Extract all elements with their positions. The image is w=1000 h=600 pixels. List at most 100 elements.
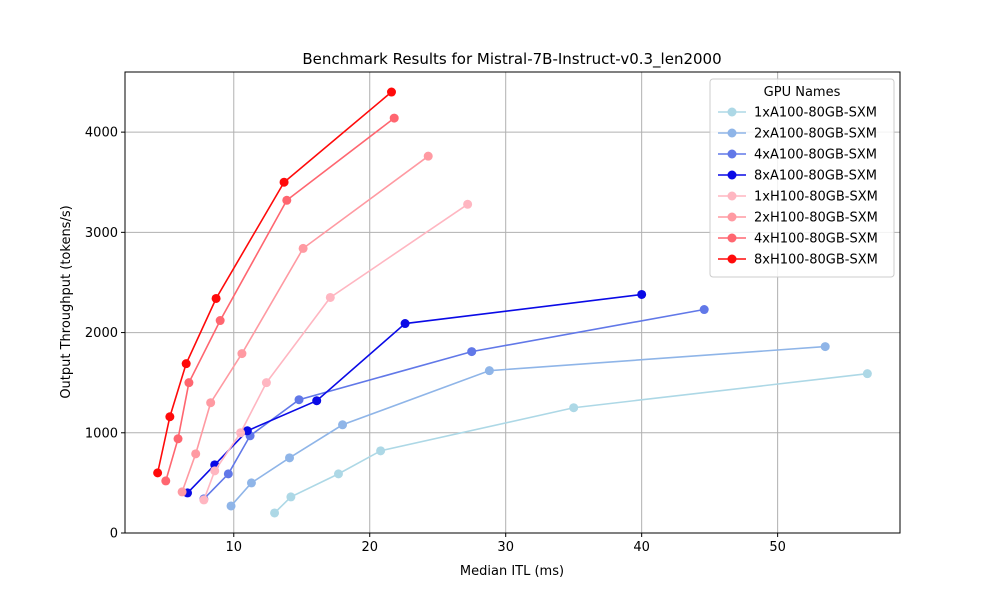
data-point [282, 195, 292, 205]
series-4xH100-80GB-SXM [161, 113, 399, 486]
data-point [333, 469, 343, 479]
data-point [161, 476, 171, 486]
data-point [294, 395, 304, 405]
data-point [862, 369, 872, 379]
y-tick-label: 3000 [85, 226, 118, 241]
legend-item: 4xH100-80GB-SXM [718, 232, 878, 247]
data-point [181, 359, 191, 369]
series-layer [153, 87, 872, 518]
legend-swatch-marker [727, 128, 737, 138]
data-point [165, 412, 175, 422]
data-point [226, 501, 236, 511]
legend-swatch-marker [727, 233, 737, 243]
series-line [230, 345, 826, 507]
data-point [312, 396, 322, 406]
data-point [400, 319, 410, 329]
data-point [215, 316, 225, 326]
data-point [376, 446, 386, 456]
data-point [389, 113, 399, 123]
data-point [191, 449, 201, 459]
chart-title: Benchmark Results for Mistral-7B-Instruc… [302, 50, 721, 69]
series-line [156, 91, 393, 474]
series-line [203, 308, 705, 500]
series-1xA100-80GB-SXM [270, 369, 872, 518]
series-8xH100-80GB-SXM [153, 87, 396, 478]
data-point [285, 453, 295, 463]
data-point [211, 293, 221, 303]
legend-label: 8xA100-80GB-SXM [754, 169, 877, 184]
data-point [261, 378, 271, 388]
series-2xA100-80GB-SXM [226, 342, 830, 511]
data-point [463, 199, 473, 209]
legend-swatch-marker [727, 107, 737, 117]
legend-label: 4xH100-80GB-SXM [754, 232, 878, 247]
legend-label: 8xH100-80GB-SXM [754, 253, 878, 268]
legend-swatch-marker [727, 212, 737, 222]
data-point [484, 366, 494, 376]
data-point [246, 478, 256, 488]
data-point [325, 292, 335, 302]
legend-item: 1xH100-80GB-SXM [718, 190, 878, 205]
legend-swatch-marker [727, 170, 737, 180]
data-point [184, 378, 194, 388]
data-point [279, 177, 289, 187]
series-1xH100-80GB-SXM [199, 199, 473, 505]
plot-frame [124, 71, 901, 534]
data-point [423, 151, 433, 161]
data-point [298, 243, 308, 253]
data-point [153, 468, 163, 478]
data-point [637, 289, 647, 299]
x-axis-label: Median ITL (ms) [460, 564, 564, 579]
data-point [270, 508, 280, 518]
y-tick-label: 1000 [85, 426, 118, 441]
data-point [286, 492, 296, 502]
legend-item: 8xH100-80GB-SXM [718, 253, 878, 268]
legend-label: 1xA100-80GB-SXM [754, 106, 877, 121]
data-point [237, 349, 247, 359]
legend-label: 1xH100-80GB-SXM [754, 190, 878, 205]
legend-label: 2xH100-80GB-SXM [754, 211, 878, 226]
legend-title: GPU Names [764, 85, 841, 100]
legend-swatch-marker [727, 254, 737, 264]
legend-label: 4xA100-80GB-SXM [754, 148, 877, 163]
legend-item: 1xA100-80GB-SXM [718, 106, 877, 121]
data-point [199, 495, 209, 505]
series-line [203, 203, 469, 501]
data-point [467, 347, 477, 357]
x-tick-label: 40 [633, 540, 650, 555]
legend-item: 2xH100-80GB-SXM [718, 211, 878, 226]
series-line [186, 293, 642, 494]
x-tick-label: 30 [497, 540, 514, 555]
series-line [181, 155, 429, 493]
data-point [177, 487, 187, 497]
x-tick-label: 50 [769, 540, 786, 555]
data-point [386, 87, 396, 97]
series-2xH100-80GB-SXM [177, 151, 433, 497]
data-point [338, 420, 348, 430]
y-axis-label: Output Throughput (tokens/s) [59, 205, 74, 398]
x-tick-label: 10 [225, 540, 242, 555]
legend-frame [709, 78, 895, 278]
ticks: 10 20 30 40 50 0 1000 2000 3000 4000 [85, 126, 786, 555]
data-point [569, 403, 579, 413]
legend-item: 8xA100-80GB-SXM [718, 169, 877, 184]
legend-item: 2xA100-80GB-SXM [718, 127, 877, 142]
data-point [223, 469, 233, 479]
data-point [210, 466, 220, 476]
legend-swatch-marker [727, 149, 737, 159]
data-point [699, 305, 709, 315]
data-point [236, 428, 246, 438]
x-tick-label: 20 [361, 540, 378, 555]
legend-swatch-marker [727, 191, 737, 201]
series-line [165, 117, 395, 482]
data-point [820, 342, 830, 352]
y-tick-label: 2000 [85, 326, 118, 341]
data-point [206, 398, 216, 408]
y-tick-label: 4000 [85, 126, 118, 141]
legend: GPU Names 1xA100-80GB-SXM 2xA100-80GB-SXM 4… [709, 78, 895, 278]
y-tick-label: 0 [110, 527, 118, 542]
legend-item: 4xA100-80GB-SXM [718, 148, 877, 163]
data-point [173, 434, 183, 444]
legend-label: 2xA100-80GB-SXM [754, 127, 877, 142]
